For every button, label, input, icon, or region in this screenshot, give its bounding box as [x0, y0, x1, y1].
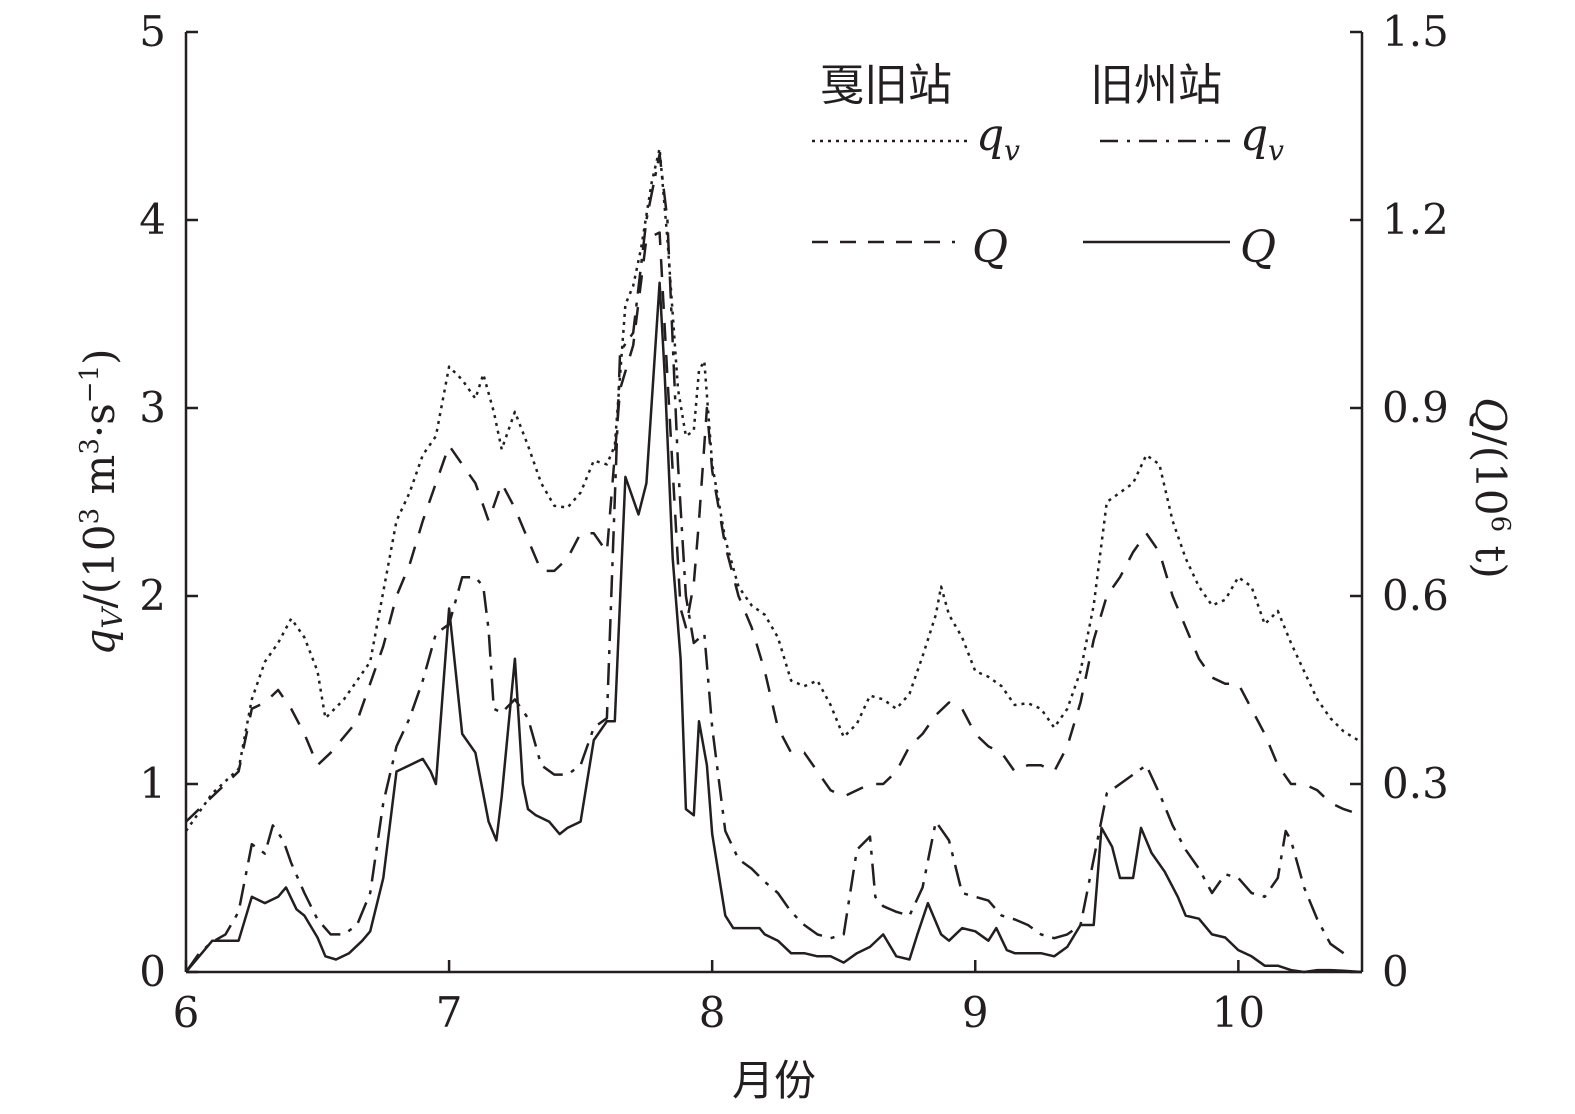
- series-line-dashed: [185, 231, 1363, 823]
- x-tick-label: 10: [1212, 988, 1265, 1037]
- y-right-tick-label: 1.5: [1382, 7, 1449, 56]
- y-axis-left-title: qV/(103 m3·s−1): [75, 348, 129, 655]
- plot-frame: [184, 32, 1364, 974]
- y-left-tick-label: 0: [139, 947, 166, 996]
- y-right-tick-label: 0.3: [1382, 759, 1449, 808]
- series-line-solid: [185, 281, 1363, 974]
- legend: 戛旧站 旧州站 qv qv Q Q: [812, 60, 1284, 273]
- legend-label-Q-left: Q: [972, 222, 1008, 273]
- x-tick-label: 8: [699, 988, 726, 1037]
- x-tick-label: 7: [436, 988, 463, 1037]
- y-right-tick-label: 1.2: [1382, 195, 1449, 244]
- y-left-tick-label: 3: [139, 383, 166, 432]
- y-right-ticks: 0 0.3 0.6 0.9 1.2 1.5: [1350, 7, 1449, 996]
- x-axis-title: 月份: [732, 1056, 816, 1105]
- y-right-tick-label: 0.9: [1382, 383, 1449, 432]
- legend-group-right: 旧州站: [1090, 60, 1222, 111]
- y-axis-right-title: Q/(106 t): [1466, 397, 1515, 579]
- y-left-tick-label: 5: [139, 7, 166, 56]
- series-line-dashdot: [184, 152, 1345, 973]
- x-tick-label: 9: [962, 988, 989, 1037]
- legend-label-Q-right: Q: [1240, 222, 1276, 273]
- y-left-tick-label: 1: [139, 759, 166, 808]
- y-left-ticks: 0 1 2 3 4 5: [139, 7, 198, 996]
- legend-label-qv-right: qv: [1240, 110, 1284, 167]
- y-left-tick-label: 2: [139, 571, 166, 620]
- series-line-dotted: [184, 147, 1363, 832]
- x-ticks: 6 7 8 9 10: [173, 960, 1265, 1037]
- svg-text:Q/(106 t): Q/(106 t): [1466, 397, 1515, 579]
- y-right-tick-label: 0: [1382, 947, 1409, 996]
- x-tick-label: 6: [173, 988, 200, 1037]
- svg-text:qV/(103 m3·s−1): qV/(103 m3·s−1): [75, 348, 129, 655]
- series-group: [184, 147, 1363, 974]
- y-left-tick-label: 4: [139, 195, 166, 244]
- y-right-tick-label: 0.6: [1382, 571, 1449, 620]
- legend-label-qv-left: qv: [976, 110, 1020, 167]
- legend-group-left: 戛旧站: [820, 60, 952, 111]
